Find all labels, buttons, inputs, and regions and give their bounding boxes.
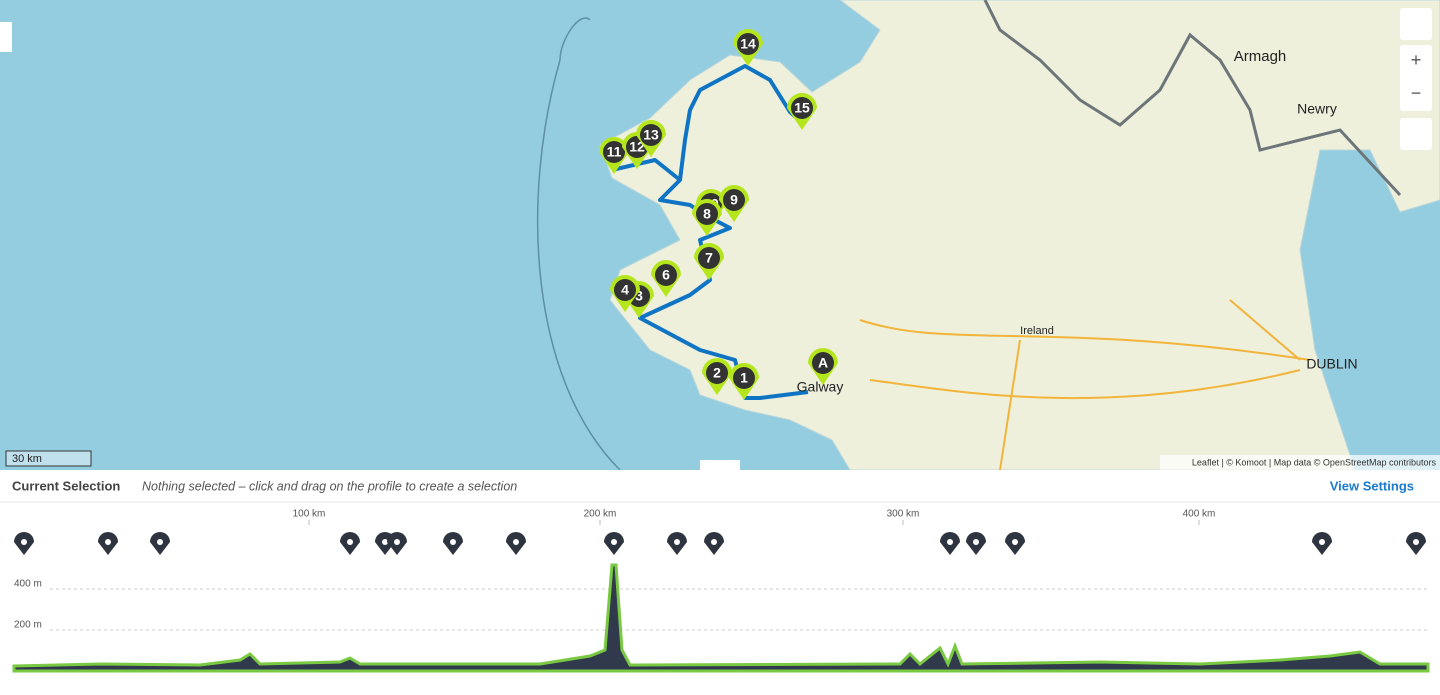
place-label: Ireland (1020, 325, 1054, 337)
marker-label: 12 (629, 139, 645, 155)
highlight-icon-dot (394, 539, 400, 545)
route-marker: 15 (787, 93, 817, 130)
highlight-icon-dot (973, 539, 979, 545)
highlight-icon-dot (450, 539, 456, 545)
marker-label: A (818, 355, 828, 371)
attribution: Leaflet | © Komoot | Map data © OpenStre… (1192, 457, 1437, 467)
route-marker: 13 (636, 120, 666, 157)
marker-label: 13 (643, 127, 659, 143)
marker-label: 3 (635, 288, 643, 304)
route-marker: 14 (733, 29, 763, 66)
highlight-icon-dot (382, 539, 388, 545)
route-marker: A (808, 348, 838, 385)
route-marker: 6 (651, 260, 681, 297)
panel-hint: Nothing selected – click and drag on the… (142, 479, 517, 493)
distance-label: 100 km (293, 509, 326, 520)
route-marker: 2 (702, 358, 732, 395)
marker-badge (737, 33, 759, 55)
route-marker: 9 (719, 185, 749, 222)
distance-label: 300 km (887, 509, 920, 520)
zoom-out-icon: − (1411, 83, 1422, 103)
marker-badge (640, 124, 662, 146)
panel (0, 470, 1440, 695)
highlight-icon-dot (105, 539, 111, 545)
highlight-icon-dot (611, 539, 617, 545)
panel-title: Current Selection (12, 478, 120, 493)
marker-label: 14 (740, 36, 756, 52)
marker-badge (706, 362, 728, 384)
marker-badge (791, 97, 813, 119)
sidebar-toggle[interactable] (0, 22, 12, 52)
roads (859, 299, 1311, 471)
route-marker: 7 (694, 243, 724, 280)
map-controls: + − (1400, 8, 1432, 150)
place-label: DUBLIN (1306, 356, 1357, 372)
elevation-label: 400 m (14, 579, 42, 590)
attribution-bg (1160, 455, 1440, 470)
marker-label: 8 (703, 206, 711, 222)
marker-badge (698, 247, 720, 269)
highlight-icon-dot (513, 539, 519, 545)
distance-label: 400 km (1183, 509, 1216, 520)
marker-label: 4 (621, 282, 629, 298)
marker-label: 15 (794, 100, 810, 116)
place-label: Newry (1297, 101, 1337, 117)
highlight-icon-dot (1012, 539, 1018, 545)
place-label: Galway (797, 379, 844, 395)
view-settings[interactable]: View Settings (1330, 478, 1414, 493)
route-marker: 1 (729, 363, 759, 400)
highlight-icon-dot (947, 539, 953, 545)
highlight-icon-dot (674, 539, 680, 545)
highlight-icon-dot (157, 539, 163, 545)
marker-label: 9 (730, 192, 738, 208)
marker-label: 1 (740, 370, 748, 386)
route-marker: 8 (692, 199, 722, 236)
zoom-buttons[interactable] (1400, 45, 1432, 111)
elevation-label: 200 m (14, 620, 42, 631)
marker-badge (723, 189, 745, 211)
highlight-icon-dot (1413, 539, 1419, 545)
marker-badge (655, 264, 677, 286)
marker-label: 7 (705, 250, 713, 266)
marker-label: 2 (713, 365, 721, 381)
scale-bar (5, 450, 92, 467)
route-marker: 11 (599, 137, 629, 174)
highlight-icon-dot (347, 539, 353, 545)
panel-toggle[interactable] (700, 460, 740, 472)
border (983, 0, 1402, 197)
marker-badge (614, 279, 636, 301)
elevation-profile (12, 563, 1430, 673)
route-marker: 4 (610, 275, 640, 312)
highlight-icon-dot (711, 539, 717, 545)
marker-badge (812, 352, 834, 374)
marker-label: 6 (662, 267, 670, 283)
marker-label: 11 (607, 144, 622, 160)
highlight-icon-dot (21, 539, 27, 545)
highlight-icon-dot (1319, 539, 1325, 545)
place-label: Armagh (1234, 48, 1287, 65)
distance-label: 200 km (584, 509, 617, 520)
marker-badge (733, 367, 755, 389)
scale-label: 30 km (12, 453, 42, 465)
fullscreen-button[interactable] (1400, 8, 1432, 40)
marker-badge (696, 203, 718, 225)
zoom-in-icon: + (1411, 50, 1422, 70)
marker-badge (603, 141, 625, 163)
layers-button[interactable] (1400, 118, 1432, 150)
territorial-line (536, 17, 621, 471)
